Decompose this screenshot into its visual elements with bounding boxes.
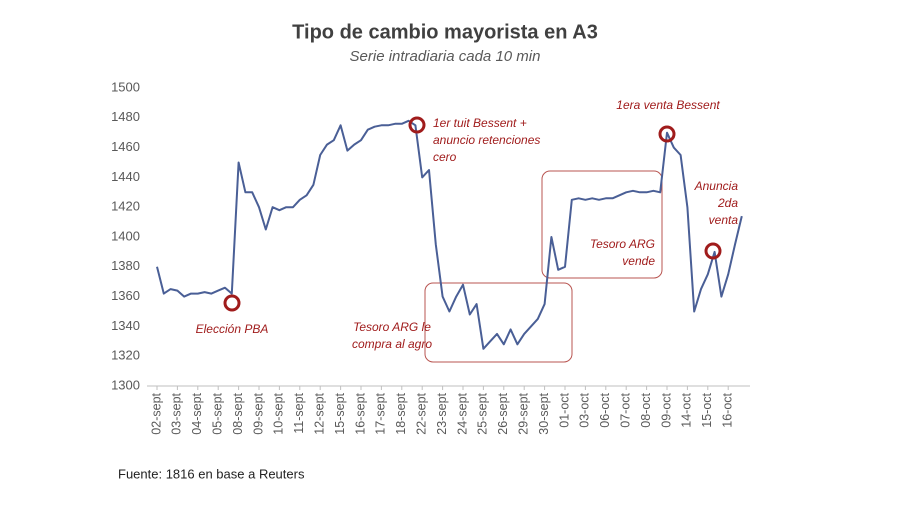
x-tick-label: 22-sept bbox=[414, 392, 428, 434]
x-tick-label: 12-sept bbox=[312, 392, 326, 434]
annotation: 2da bbox=[717, 196, 738, 210]
annotation: cero bbox=[433, 150, 457, 164]
x-tick-label: 07-oct bbox=[618, 392, 632, 427]
x-tick-label: 04-sept bbox=[190, 392, 204, 434]
annotation: Elección PBA bbox=[196, 322, 269, 336]
x-tick-label: 25-sept bbox=[476, 392, 490, 434]
x-tick-label: 08-oct bbox=[639, 392, 653, 427]
annotation: vende bbox=[622, 254, 655, 268]
event-marker bbox=[223, 294, 241, 312]
annotation: compra al agro bbox=[352, 337, 432, 351]
event-marker bbox=[658, 125, 676, 143]
y-tick-label: 1420 bbox=[111, 199, 140, 214]
chart-subtitle: Serie intradiaria cada 10 min bbox=[350, 48, 541, 65]
highlight-box bbox=[424, 282, 573, 363]
highlight-box bbox=[541, 170, 663, 279]
x-tick-label: 15-oct bbox=[700, 392, 714, 427]
y-tick-label: 1400 bbox=[111, 228, 140, 243]
x-tick-label: 05-sept bbox=[210, 392, 224, 434]
event-marker bbox=[408, 116, 426, 134]
x-tick-label: 03-oct bbox=[578, 392, 592, 427]
x-tick-label: 14-oct bbox=[680, 392, 694, 427]
x-tick-label: 23-sept bbox=[435, 392, 449, 434]
x-tick-label: 24-sept bbox=[455, 392, 469, 434]
x-tick-label: 17-sept bbox=[374, 392, 388, 434]
annotation: 1er tuit Bessent + bbox=[433, 116, 527, 130]
y-tick-label: 1500 bbox=[111, 79, 140, 94]
annotation: Tesoro ARG bbox=[590, 237, 655, 251]
x-tick-label: 09-sept bbox=[251, 392, 265, 434]
y-tick-label: 1300 bbox=[111, 377, 140, 392]
annotation: anuncio retenciones bbox=[433, 133, 540, 147]
y-tick-label: 1320 bbox=[111, 348, 140, 363]
x-tick-label: 02-sept bbox=[149, 392, 163, 434]
event-marker bbox=[704, 242, 722, 260]
chart-title: Tipo de cambio mayorista en A3 bbox=[292, 21, 598, 43]
y-tick-label: 1340 bbox=[111, 318, 140, 333]
x-tick-label: 16-oct bbox=[720, 392, 734, 427]
annotation: venta bbox=[709, 213, 739, 227]
x-tick-label: 16-sept bbox=[353, 392, 367, 434]
x-tick-label: 01-oct bbox=[557, 392, 571, 427]
annotation: Anuncia bbox=[694, 179, 739, 193]
x-tick-label: 18-sept bbox=[394, 392, 408, 434]
y-tick-label: 1480 bbox=[111, 109, 140, 124]
y-tick-label: 1460 bbox=[111, 139, 140, 154]
x-tick-label: 11-sept bbox=[292, 392, 306, 433]
y-tick-label: 1360 bbox=[111, 288, 140, 303]
x-tick-label: 29-sept bbox=[516, 392, 530, 434]
annotation: 1era venta Bessent bbox=[616, 98, 720, 112]
x-tick-label: 10-sept bbox=[272, 392, 286, 434]
annotation: Tesoro ARG le bbox=[353, 320, 431, 334]
x-tick-label: 08-sept bbox=[231, 392, 245, 434]
x-tick-label: 30-sept bbox=[537, 392, 551, 434]
x-tick-label: 09-oct bbox=[659, 392, 673, 427]
x-tick-label: 03-sept bbox=[170, 392, 184, 434]
source: Fuente: 1816 en base a Reuters bbox=[118, 466, 305, 481]
x-tick-label: 06-oct bbox=[598, 392, 612, 427]
y-tick-label: 1440 bbox=[111, 169, 140, 184]
x-tick-label: 15-sept bbox=[333, 392, 347, 434]
y-tick-label: 1380 bbox=[111, 258, 140, 273]
x-tick-label: 26-sept bbox=[496, 392, 510, 434]
series-line bbox=[156, 119, 743, 350]
